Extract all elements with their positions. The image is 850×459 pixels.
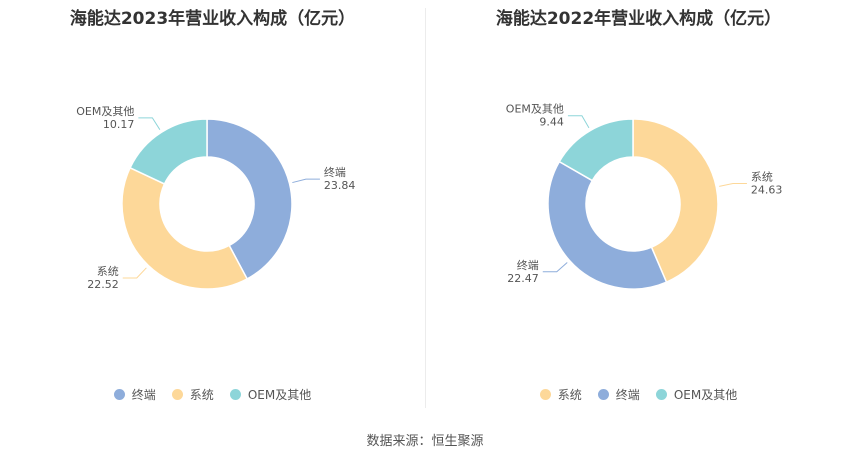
- chart-2022: 海能达2022年营业收入构成（亿元） 系统 24.63 终端 22.47 OEM及其他 9…: [426, 0, 850, 420]
- slice-label-value: 22.47: [507, 272, 539, 285]
- leader-line: [138, 117, 161, 130]
- legend: 系统 终端 OEM及其他: [426, 384, 850, 403]
- legend-item[interactable]: OEM及其他: [655, 386, 738, 403]
- leader-line: [122, 267, 147, 279]
- legend-item[interactable]: 终端: [113, 386, 156, 403]
- slice-终端[interactable]: [206, 118, 293, 280]
- legend-label: OEM及其他: [673, 388, 738, 402]
- legend-marker-icon: [229, 389, 241, 400]
- chart-title: 海能达2023年营业收入构成（亿元）: [69, 9, 356, 29]
- leader-line: [542, 262, 568, 273]
- legend: 终端 系统 OEM及其他: [0, 384, 425, 403]
- legend-marker-icon: [171, 389, 183, 400]
- chart-2023: 海能达2023年营业收入构成（亿元） 终端 23.84 系统 22.52 OEM及其他 1…: [0, 0, 425, 420]
- legend-label: 系统: [189, 388, 214, 402]
- slice-label-value: 10.17: [103, 118, 135, 131]
- legend-label: 系统: [557, 388, 582, 402]
- legend-item[interactable]: 系统: [171, 386, 214, 403]
- legend-marker-icon: [113, 389, 125, 400]
- legend-item[interactable]: 终端: [597, 386, 640, 403]
- slice-OEM及其他[interactable]: [558, 118, 634, 182]
- slice-OEM及其他[interactable]: [129, 118, 208, 185]
- divider: [425, 8, 426, 408]
- leader-line: [292, 178, 320, 184]
- source-note: 数据来源：恒生聚源: [366, 434, 484, 449]
- legend-marker-icon: [597, 389, 609, 400]
- slice-系统[interactable]: [632, 118, 719, 284]
- legend-marker-icon: [655, 389, 667, 400]
- legend-label: 终端: [131, 388, 156, 402]
- leader-line: [567, 115, 590, 129]
- slice-label-name: 终端: [517, 258, 539, 272]
- slice-label-value: 23.84: [324, 179, 356, 192]
- chart-title: 海能达2022年营业收入构成（亿元）: [495, 9, 782, 29]
- slice-label-name: 系统: [97, 265, 119, 278]
- slice-label-name: 系统: [751, 171, 773, 184]
- leader-line: [719, 183, 747, 187]
- slice-终端[interactable]: [547, 160, 668, 290]
- slice-label-name: OEM及其他: [76, 105, 134, 118]
- legend-label: 终端: [615, 388, 640, 402]
- slice-label-value: 9.44: [539, 116, 564, 129]
- slice-label-value: 24.63: [751, 184, 783, 197]
- legend-label: OEM及其他: [247, 388, 312, 402]
- legend-item[interactable]: 系统: [539, 386, 582, 403]
- legend-item[interactable]: OEM及其他: [229, 386, 312, 403]
- slice-系统[interactable]: [121, 166, 249, 290]
- slice-label-value: 22.52: [87, 278, 119, 291]
- legend-marker-icon: [539, 389, 551, 400]
- slice-label-name: 终端: [324, 165, 346, 179]
- slice-label-name: OEM及其他: [506, 103, 564, 116]
